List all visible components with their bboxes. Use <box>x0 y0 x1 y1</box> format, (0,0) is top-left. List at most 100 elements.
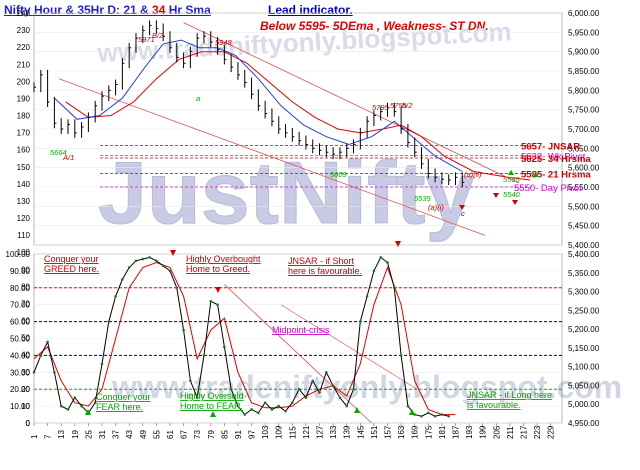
oscillator-point <box>284 409 287 413</box>
x-axis-tick-label-group: 55 <box>152 430 161 439</box>
oscillator-point <box>148 256 151 259</box>
x-axis-tick-label: 61 <box>166 430 175 439</box>
price-annotation: 5540 <box>503 190 521 199</box>
price-annotation: B/2 <box>152 31 164 40</box>
oscillator-point <box>155 259 158 263</box>
price-axis-tick-right: 5,400.00 <box>568 241 600 250</box>
x-axis-tick-label-group: 73 <box>193 430 202 439</box>
oscillator-point <box>80 404 83 408</box>
price-annotation: (a)(ii) <box>464 170 482 179</box>
x-axis-tick-label: 217 <box>519 425 528 439</box>
price-annotation: 5948 <box>215 38 233 47</box>
oscillator-point <box>318 391 321 394</box>
x-axis-tick-label-group: 229 <box>547 425 556 439</box>
price-axis-tick-right: 6,000.00 <box>568 9 600 18</box>
x-axis-tick-label: 139 <box>343 425 352 439</box>
price-axis-tick-left: 170 <box>17 129 31 138</box>
oscillator-annotation-line: Home to Greed. <box>186 264 250 274</box>
x-axis-tick-label-group: 205 <box>492 425 501 439</box>
x-axis-tick-label: 187 <box>451 425 460 439</box>
x-axis-tick-label: 19 <box>71 430 80 439</box>
oscillator-point <box>100 362 104 366</box>
x-axis-tick-label-group: 85 <box>220 430 229 439</box>
title-prefix: Nifty Hour & 35Hr D: 21 & <box>4 3 153 17</box>
oscillator-point <box>433 414 437 418</box>
x-axis-tick-label: 79 <box>207 430 216 439</box>
x-axis-tick-label: 7 <box>44 434 53 439</box>
x-axis-tick-label-group: 13 <box>57 430 66 439</box>
oscillator-point <box>304 396 308 399</box>
oscillator-point <box>134 259 138 263</box>
oscillator-annotation: Highly Oversold Home to FEAR. <box>180 391 244 411</box>
oscillator-axis-tick-left: 0 <box>26 419 31 428</box>
oscillator-point <box>291 401 294 405</box>
oscillator-annotation-line: JNSAR - if Short <box>288 256 355 266</box>
oscillator-axis-tick-left: 80.00 <box>10 284 31 293</box>
x-axis-tick-label-group: 61 <box>166 430 175 439</box>
price-axis-tick-right: 5,650.00 <box>568 144 600 153</box>
price-annotation: 5664 <box>50 148 67 157</box>
x-axis-tick-label-group: 187 <box>451 425 460 439</box>
oscillator-axis-tick-right: 5,100.00 <box>568 363 600 372</box>
oscillator-point <box>114 294 117 298</box>
oscillator-annotation-line: here is favourable. <box>288 266 362 276</box>
oscillator-point <box>427 411 430 415</box>
price-axis-tick-left: 50 <box>21 334 30 343</box>
oscillator-point <box>46 340 49 344</box>
x-axis-tick-label-group: 43 <box>125 430 134 439</box>
x-axis-tick-label: 43 <box>125 430 134 439</box>
x-axis-tick-label-group: 97 <box>248 430 257 439</box>
x-axis-tick-label-group: 175 <box>424 425 433 439</box>
x-axis-tick-label: 55 <box>152 430 161 439</box>
oscillator-point <box>379 256 383 259</box>
x-axis-tick-label-group: 7 <box>44 434 53 439</box>
x-axis-tick-label: 133 <box>329 425 338 439</box>
x-axis-tick-label: 157 <box>384 425 393 439</box>
oscillator-point <box>39 354 43 357</box>
x-axis-tick-label-group: 181 <box>438 425 447 439</box>
oscillator-axis-tick-right: 5,300.00 <box>568 288 600 297</box>
oscillator-arrow-down <box>215 287 221 293</box>
oscillator-point <box>386 261 389 264</box>
price-annotation: A/1 <box>62 153 74 162</box>
price-axis-tick-left: 210 <box>17 60 31 69</box>
x-axis-tick-label-group: 211 <box>506 426 515 439</box>
oscillator-axis-tick-right: 5,250.00 <box>568 306 600 315</box>
oscillator-point <box>257 411 260 415</box>
price-axis-tick-right: 5,850.00 <box>568 67 600 76</box>
x-axis-tick-label-group: 163 <box>397 425 406 439</box>
oscillator-point <box>223 345 226 349</box>
series-34-hr-sma <box>65 51 531 181</box>
oscillator-point <box>168 269 172 273</box>
oscillator-axis-tick-left: 20.00 <box>10 385 31 394</box>
price-axis-tick-left: 240 <box>17 9 31 18</box>
price-axis-tick-left: 10 <box>21 402 30 411</box>
price-axis-tick-left: 200 <box>17 77 31 86</box>
oscillator-axis-tick-left: 90.00 <box>10 267 31 276</box>
price-annotation: 5535 <box>414 194 432 203</box>
price-axis-tick-right: 5,600.00 <box>568 164 600 173</box>
oscillator-arrow-up <box>85 409 91 415</box>
price-axis-tick-left: 230 <box>17 26 31 35</box>
x-axis-tick-label-group: 199 <box>479 425 488 439</box>
oscillator-point <box>331 384 335 388</box>
x-axis-tick-label: 103 <box>261 425 270 439</box>
signal-arrow-up <box>533 172 539 177</box>
x-axis-tick-label-group: 145 <box>356 425 365 439</box>
title-suffix: Hr Sma <box>165 3 211 17</box>
x-axis-tick-label-group: 109 <box>275 425 284 439</box>
oscillator-arrow-down <box>170 250 176 256</box>
x-axis-tick-label: 229 <box>547 425 556 439</box>
oscillator-axis-tick-right: 4,950.00 <box>568 419 600 428</box>
oscillator-point <box>175 286 179 290</box>
oscillator-annotation: Midpoint-crisis <box>272 325 330 335</box>
oscillator-point <box>202 354 206 357</box>
x-axis-tick-label: 31 <box>98 430 107 439</box>
oscillator-point <box>161 264 165 268</box>
oscillator-point <box>325 371 328 374</box>
price-annotation: 5971 <box>138 35 155 44</box>
x-axis-tick-label-group: 223 <box>533 425 542 439</box>
level-label: 5585- 21 Hrsma <box>521 169 591 180</box>
oscillator-annotation: Conquer your GREED here. <box>44 254 99 274</box>
x-axis-tick-label: 49 <box>139 430 148 439</box>
